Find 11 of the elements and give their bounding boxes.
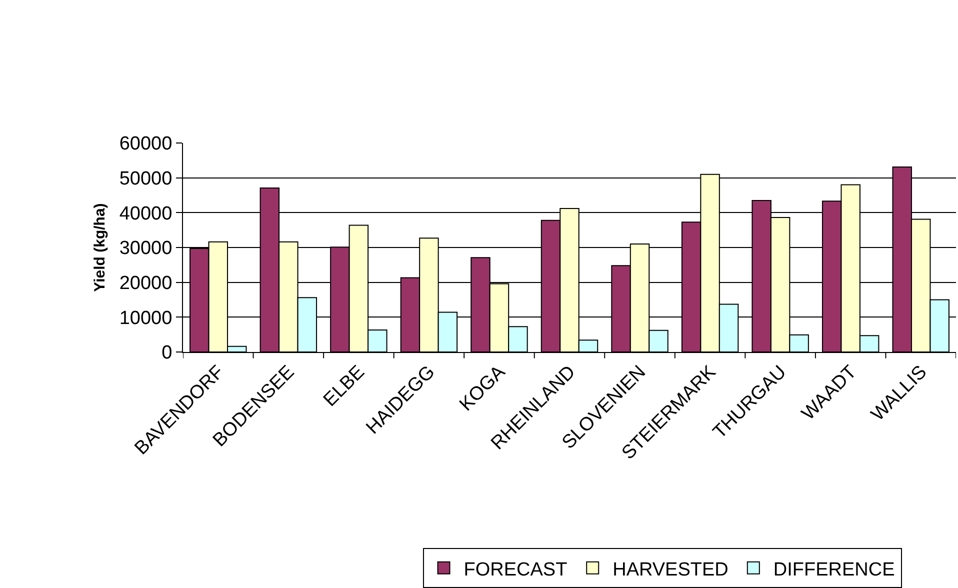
y-axis-title: Yield (kg/ha) — [92, 203, 109, 292]
y-tick-label: 0 — [162, 342, 172, 364]
y-tick-label: 40000 — [119, 203, 172, 224]
y-tick-label: 30000 — [119, 238, 172, 260]
y-tick-label: 10000 — [119, 308, 172, 329]
legend-label: DIFFERENCE — [773, 559, 895, 580]
legend-label: HARVESTED — [612, 559, 728, 580]
y-tick-label: 60000 — [119, 134, 172, 155]
legend-label: FORECAST — [464, 559, 568, 580]
y-tick-label: 50000 — [119, 168, 172, 190]
y-tick-label: 20000 — [119, 272, 172, 294]
